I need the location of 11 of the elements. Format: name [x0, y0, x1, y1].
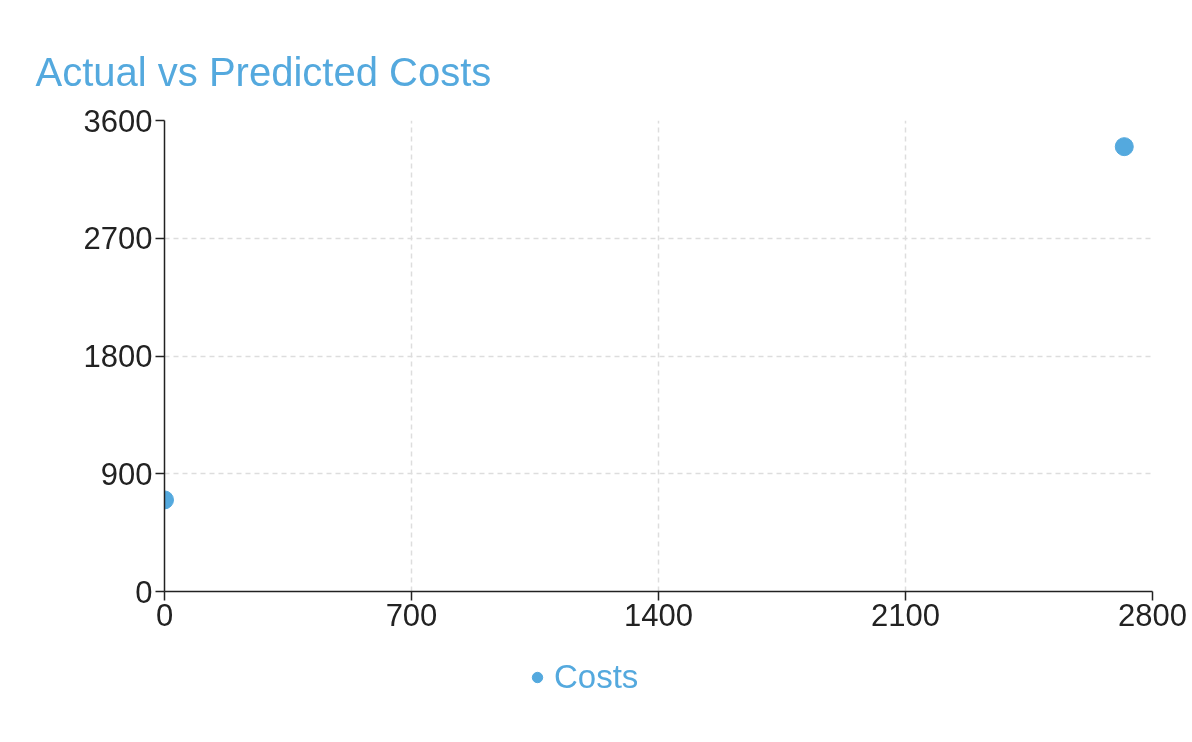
y-tick-label: 2700 [83, 221, 153, 257]
x-tick-label: 1400 [624, 597, 693, 633]
x-tick-label: 700 [385, 597, 438, 633]
legend-label: Costs [554, 658, 639, 696]
chart-title: Actual vs Predicted Costs [35, 49, 492, 94]
x-tick-label: 2100 [871, 597, 940, 633]
y-tick-label: 3600 [83, 103, 153, 139]
y-tick-label: 900 [100, 456, 153, 492]
y-tick-label: 0 [135, 574, 153, 610]
x-tick-label: 2800 [1118, 597, 1187, 633]
y-tick-label: 1800 [83, 339, 153, 374]
